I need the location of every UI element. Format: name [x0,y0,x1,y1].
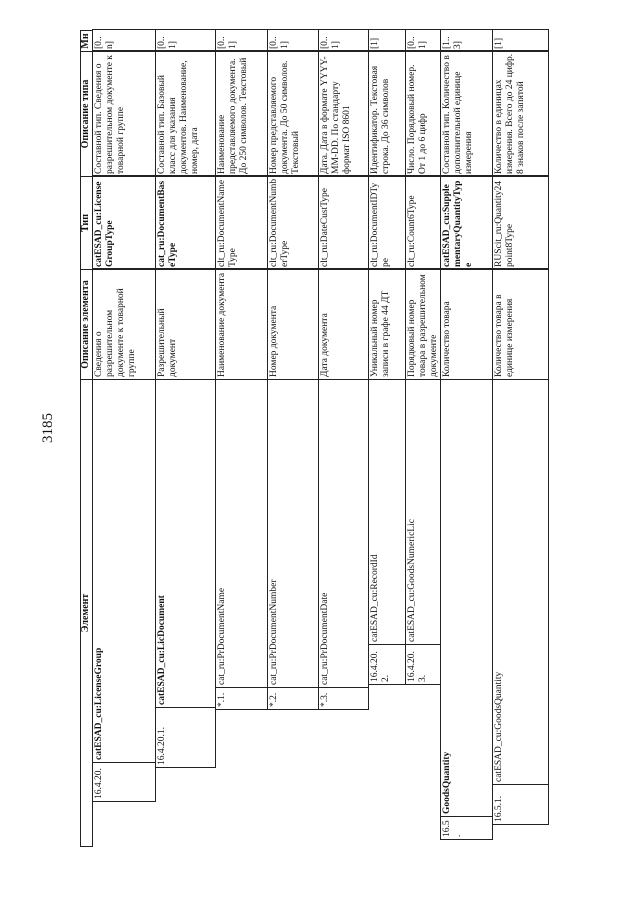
element-description: Количество товара [440,268,493,380]
element-name: cat_ru:PrDocumentName [215,379,268,688]
multiplicity: [0..n] [92,29,156,52]
multiplicity: [1] [368,29,406,52]
element-type: RUScit_ru:Quantity24point8Type [492,175,549,270]
element-number: 16.5. [440,816,493,840]
element-description: Сведения о разрешительном документе к то… [92,268,156,380]
element-name: cat_ru:PrDocumentNumber [267,379,319,688]
type-description: Число. Порядковый номер. От 1 до 6 цифр [405,50,441,177]
element-name: catESAD_cu:GoodsQuantity [492,379,549,785]
element-name: cat_ru:PrDocumentDate [318,379,369,688]
element-name: GoodsQuantity [440,379,493,817]
element-type: clt_ru:DocumentIDType [368,175,406,270]
element-description: Дата документа [318,268,369,380]
multiplicity: [0..1] [318,29,369,52]
type-description: Номер представляемого документа. До 50 с… [267,50,319,177]
type-description: Составной тип. Сведения о разрешительном… [92,50,156,177]
element-description: Наименование документа [215,268,268,380]
element-number: 16.4.20.2. [368,644,406,685]
element-type: clt_ru:DocumentNameType [215,175,268,270]
multiplicity: [1..3] [440,29,493,52]
type-description: Идентификатор. Текстовая строка. До 36 с… [368,50,406,177]
element-number: *.1. [215,687,268,710]
multiplicity: [0..1] [155,29,216,52]
type-description: Количество в единицах измерения. Всего д… [492,50,549,177]
element-type: cat_ru:DocumentBaseType [155,175,216,270]
type-description: Наименование представляемого документа. … [215,50,268,177]
element-type: catESAD_cu:SupplementaryQuantityType [440,175,493,270]
element-number: 16.4.20.1. [155,707,216,768]
element-name: catESAD_cu:LicDocument [155,379,216,708]
multiplicity: [1] [492,29,549,52]
element-type: clt_ru:Count6Type [405,175,441,270]
element-type: clt_ru:DocumentNumberType [267,175,319,270]
element-number: 16.5.1. [492,784,549,825]
type-description: Дата. Дата в формате YYYY-MM-DD. По стан… [318,50,369,177]
page-number: 3185 [40,413,56,443]
element-number: 16.4.20. [92,762,156,802]
element-number: *.2. [267,687,319,710]
multiplicity: [0..1] [267,29,319,52]
element-description: Номер документа [267,268,319,380]
multiplicity: [0..1] [215,29,268,52]
type-description: Составной тип. Базовый класс для указани… [155,50,216,177]
element-description: Разрешительный документ [155,268,216,380]
element-name: catESAD_cu:LicenseGroup [92,379,156,763]
element-number: *.3. [318,687,369,710]
multiplicity: [0..1] [405,29,441,52]
element-number: 16.4.20.3. [405,644,441,685]
type-description: Составной тип. Количество в дополнительн… [440,50,493,177]
element-name: catESAD_cu:RecordId [368,379,406,645]
element-type: catESAD_cu:LicenseGroupType [92,175,156,270]
element-name: catESAD_cu:GoodsNumericLic [405,379,441,645]
element-description: Уникальный номер записи в графе 44 ДТ [368,268,406,380]
element-description: Порядковый номер товара в разрешительном… [405,268,441,380]
element-description: Количество товара в единице измерения [492,268,549,380]
element-type: clt_ru:DateCustType [318,175,369,270]
